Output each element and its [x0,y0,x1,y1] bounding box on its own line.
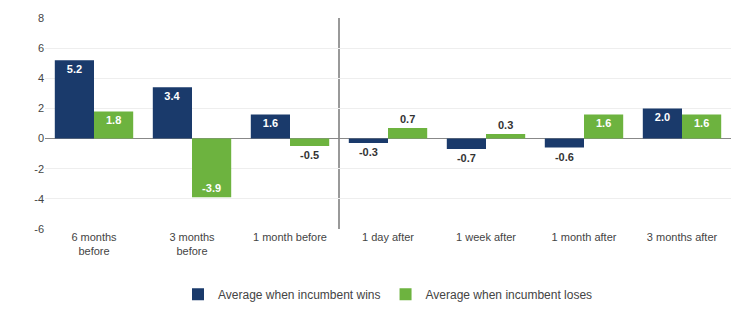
svg-text:0: 0 [38,132,44,144]
svg-text:6: 6 [38,42,44,54]
svg-text:Average when incumbent wins: Average when incumbent wins [218,288,381,302]
svg-text:2: 2 [38,102,44,114]
svg-text:-2: -2 [34,163,44,175]
svg-text:6 monthsbefore: 6 monthsbefore [71,231,117,257]
svg-text:1 day after: 1 day after [362,231,414,243]
svg-text:1.6: 1.6 [694,117,709,129]
svg-text:-6: -6 [34,223,44,235]
svg-text:1 month before: 1 month before [253,231,327,243]
svg-text:3 months after: 3 months after [647,231,718,243]
svg-text:-0.3: -0.3 [359,146,378,158]
svg-text:3.4: 3.4 [164,90,180,102]
svg-text:-0.7: -0.7 [457,152,476,164]
svg-text:4: 4 [38,72,44,84]
svg-text:1 month after: 1 month after [552,231,617,243]
svg-text:1 week after: 1 week after [456,231,516,243]
svg-text:8: 8 [38,12,44,24]
svg-text:2.0: 2.0 [655,111,670,123]
svg-text:Average when incumbent loses: Average when incumbent loses [426,288,593,302]
svg-text:5.2: 5.2 [67,63,82,75]
svg-text:1.6: 1.6 [596,117,611,129]
svg-text:3 monthsbefore: 3 monthsbefore [169,231,215,257]
svg-text:-0.6: -0.6 [555,151,574,163]
svg-text:1.6: 1.6 [263,117,278,129]
svg-text:0.7: 0.7 [400,113,415,125]
svg-text:-3.9: -3.9 [202,182,221,194]
svg-text:1.8: 1.8 [106,114,121,126]
svg-text:-0.5: -0.5 [300,149,319,161]
svg-text:-4: -4 [34,193,44,205]
svg-text:0.3: 0.3 [498,119,513,131]
